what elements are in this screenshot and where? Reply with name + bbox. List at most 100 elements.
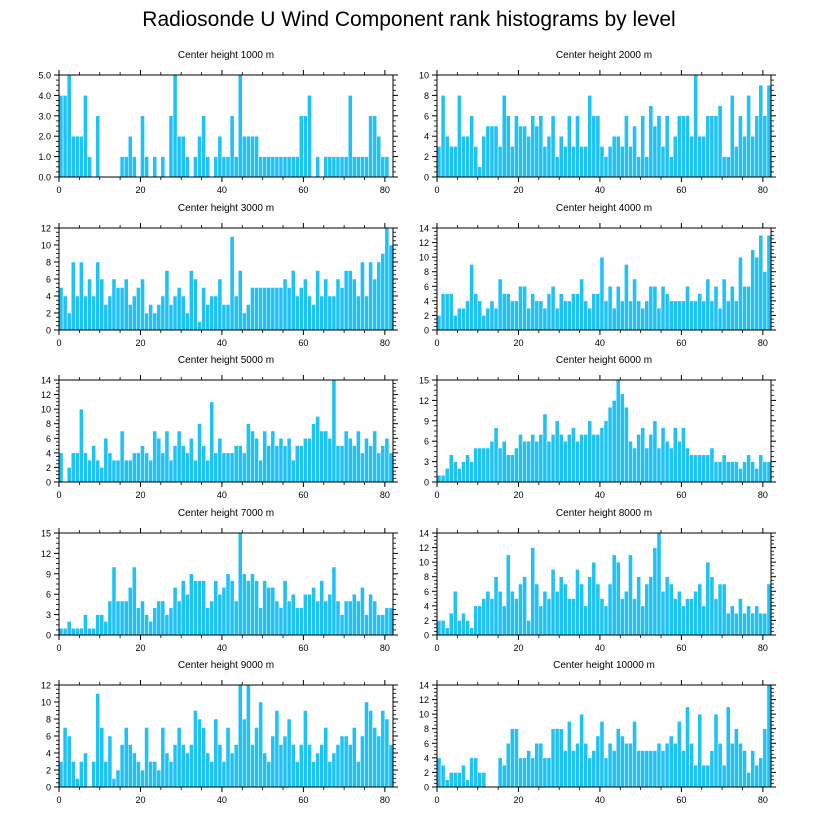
histogram-bar	[79, 261, 84, 331]
histogram-bar	[282, 735, 288, 788]
histogram-bar	[518, 757, 523, 788]
histogram-bar	[538, 605, 544, 636]
histogram-bar	[290, 459, 296, 483]
histogram-bar	[603, 156, 609, 178]
histogram-bar	[274, 710, 280, 788]
y-tick-label: 12	[419, 695, 429, 705]
histogram-bar	[497, 757, 503, 788]
histogram-bar	[319, 744, 325, 788]
histogram-bar	[148, 304, 153, 331]
histogram-bar	[493, 576, 499, 636]
histogram-bar	[754, 605, 760, 636]
histogram-bar	[270, 587, 276, 636]
histogram-bar	[636, 576, 641, 636]
x-tick-label: 60	[676, 185, 686, 195]
histogram-bar	[436, 620, 442, 636]
histogram-bar	[307, 95, 312, 178]
histogram-bar	[213, 156, 219, 178]
panel-title: Center height 3000 m	[178, 203, 274, 214]
histogram-bar	[640, 750, 645, 788]
histogram-bar	[705, 115, 711, 178]
histogram-bar	[278, 287, 284, 331]
y-tick-label: 0	[424, 783, 429, 793]
histogram-bar	[229, 115, 235, 178]
histogram-bar	[579, 713, 584, 788]
histogram-bar	[380, 614, 386, 636]
histogram-bar	[335, 278, 341, 331]
histogram-bar	[632, 447, 637, 483]
histogram-bar	[697, 454, 703, 483]
histogram-bar	[201, 580, 206, 636]
histogram-bar	[237, 684, 243, 788]
histogram-bar	[164, 430, 170, 483]
histogram-bar	[717, 307, 723, 331]
histogram-bar	[352, 727, 357, 788]
histogram-bar	[550, 569, 556, 636]
histogram-bar	[286, 438, 292, 483]
histogram-bar	[254, 727, 259, 788]
histogram-bar	[762, 271, 768, 331]
histogram-bar	[262, 430, 267, 483]
histogram-bar	[672, 135, 678, 178]
histogram-bar	[530, 115, 536, 178]
histogram-bar	[664, 576, 670, 636]
histogram-bar	[303, 710, 308, 788]
histogram-bar	[315, 600, 320, 636]
panel-title: Center height 5000 m	[178, 355, 274, 366]
histogram-bar	[644, 300, 650, 331]
histogram-bar	[197, 135, 202, 178]
histogram-bar	[193, 459, 198, 483]
histogram-bar	[656, 743, 662, 788]
histogram-bar	[140, 769, 145, 788]
histogram-bar	[505, 293, 511, 331]
histogram-bar	[380, 253, 386, 331]
histogram-bar	[343, 430, 349, 483]
histogram-bar	[368, 593, 373, 636]
histogram-bar	[189, 270, 194, 331]
histogram-bar	[672, 427, 678, 483]
histogram-bar	[518, 583, 523, 636]
histogram-bar	[453, 772, 458, 788]
histogram-bar	[730, 95, 735, 178]
histogram-bar	[440, 293, 446, 331]
histogram-bar	[205, 459, 210, 483]
histogram-bar	[315, 416, 320, 483]
histogram-bar	[550, 115, 556, 178]
histogram-bar	[579, 146, 584, 178]
histogram-bar	[709, 300, 715, 331]
y-tick-label: 8	[424, 724, 429, 734]
histogram-bar	[526, 440, 531, 483]
histogram-bar	[587, 757, 593, 788]
histogram-bar	[290, 744, 296, 788]
y-tick-label: 6	[424, 111, 429, 121]
histogram-bar	[579, 583, 584, 636]
histogram-bar	[567, 300, 572, 331]
histogram-bar	[246, 135, 251, 178]
x-tick-label: 20	[135, 643, 145, 653]
histogram-bar	[262, 156, 267, 178]
histogram-bar	[254, 438, 259, 483]
histogram-bar	[99, 467, 105, 483]
chart-panel-6: Center height 6000 m 0 3 6 9 12 15 0 20 40 60 80	[419, 355, 776, 500]
histogram-bar	[327, 156, 333, 178]
histogram-bar	[376, 452, 382, 483]
histogram-bar	[672, 743, 678, 788]
histogram-bar	[70, 452, 76, 483]
histogram-bar	[668, 156, 674, 178]
histogram-bar	[734, 612, 739, 636]
histogram-bar	[681, 300, 686, 331]
histogram-bar	[721, 454, 727, 483]
y-tick-label: 10	[41, 241, 51, 251]
histogram-bar	[481, 598, 487, 636]
histogram-bar	[469, 115, 474, 178]
histogram-bar	[526, 135, 531, 178]
histogram-bar	[477, 166, 483, 178]
y-tick-label: 15	[41, 529, 51, 539]
histogram-bar	[681, 750, 686, 788]
histogram-bar	[677, 591, 682, 636]
histogram-bar	[664, 743, 670, 788]
histogram-bar	[356, 600, 361, 636]
histogram-bar	[335, 600, 341, 636]
histogram-bar	[164, 270, 170, 331]
